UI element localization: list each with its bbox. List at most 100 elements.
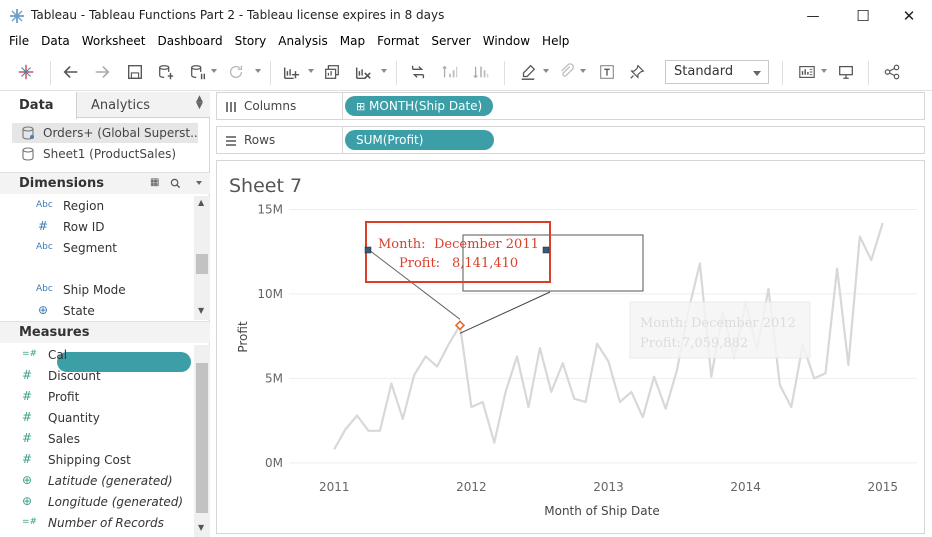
clear-sheet-icon[interactable] — [353, 62, 373, 82]
show-me-dropdown[interactable] — [821, 69, 827, 73]
data-point[interactable] — [514, 353, 520, 359]
measure-field[interactable]: # Profit — [0, 387, 194, 408]
refresh-icon[interactable] — [226, 62, 246, 82]
fit-select[interactable]: Standard — [665, 60, 769, 84]
labels-icon[interactable] — [597, 62, 617, 82]
columns-shelf[interactable]: Columns ⊞ MONTH(Ship Date) — [216, 92, 925, 120]
dimension-field[interactable]: Abc Region — [0, 196, 194, 217]
measure-field[interactable]: # Sales — [0, 429, 194, 450]
menu-format[interactable]: Format — [377, 34, 420, 48]
menu-story[interactable]: Story — [234, 34, 267, 48]
menu-help[interactable]: Help — [542, 34, 570, 48]
data-point[interactable] — [480, 399, 486, 405]
data-point[interactable] — [503, 389, 509, 395]
data-point[interactable] — [880, 220, 886, 226]
scroll-up-icon[interactable]: ▲ — [198, 198, 205, 207]
fix-axes-icon[interactable] — [627, 62, 647, 82]
data-point[interactable] — [491, 440, 497, 446]
presentation-icon[interactable] — [836, 62, 856, 82]
data-point[interactable] — [834, 266, 840, 272]
data-point[interactable] — [788, 404, 794, 410]
data-point[interactable] — [366, 428, 372, 434]
data-point[interactable] — [617, 399, 623, 405]
data-source-item[interactable]: Sheet1 (ProductSales) — [12, 144, 198, 164]
menu-data[interactable]: Data — [41, 34, 70, 48]
measure-field[interactable]: # Quantity — [0, 408, 194, 429]
data-point[interactable] — [857, 233, 863, 239]
data-point[interactable] — [674, 367, 680, 373]
new-data-source-icon[interactable] — [156, 62, 176, 82]
pause-updates-icon[interactable] — [188, 62, 208, 82]
annotation-resize-handle[interactable] — [364, 246, 372, 254]
highlighted-data-point[interactable] — [454, 320, 466, 331]
annotation-resize-handle[interactable] — [542, 246, 550, 254]
data-point[interactable] — [434, 364, 440, 370]
search-icon[interactable] — [170, 178, 181, 189]
maximize-button[interactable]: ☐ — [840, 4, 886, 28]
tableau-logo-icon[interactable] — [16, 62, 36, 82]
scroll-down-icon[interactable]: ▼ — [198, 306, 205, 315]
data-point[interactable] — [845, 362, 851, 368]
menu-file[interactable]: File — [9, 34, 30, 48]
data-point[interactable] — [526, 404, 532, 410]
data-point[interactable] — [605, 358, 611, 364]
data-point[interactable] — [537, 345, 543, 351]
data-point[interactable] — [697, 261, 703, 267]
data-point[interactable] — [560, 360, 566, 366]
sort-descending-icon[interactable] — [471, 62, 491, 82]
highlight-icon[interactable] — [518, 62, 538, 82]
rows-shelf[interactable]: Rows SUM(Profit) — [216, 126, 925, 154]
menu-window[interactable]: Window — [482, 34, 531, 48]
data-point[interactable] — [571, 396, 577, 402]
measure-field[interactable]: # Shipping Cost — [0, 450, 194, 471]
data-point[interactable] — [777, 382, 783, 388]
measures-scrollbar[interactable]: ▼ — [194, 345, 210, 537]
save-icon[interactable] — [125, 62, 145, 82]
data-point[interactable] — [823, 370, 829, 376]
scroll-down-icon[interactable]: ▼ — [198, 523, 205, 532]
worksheet-view[interactable]: Sheet 7 0M 5M 10M 15M 2011 2012 2013 2014 2015 Mo… — [216, 160, 925, 534]
data-point[interactable] — [811, 375, 817, 381]
duplicate-sheet-icon[interactable] — [322, 62, 342, 82]
measure-field[interactable]: =# Number of Records — [0, 513, 194, 534]
pause-updates-dropdown[interactable] — [211, 69, 217, 73]
data-point[interactable] — [343, 426, 349, 432]
dimension-field[interactable]: # Row ID — [0, 217, 194, 238]
data-point[interactable] — [594, 341, 600, 347]
tab-data[interactable]: Data — [0, 92, 77, 119]
profit-line-chart[interactable]: 0M 5M 10M 15M 2011 2012 2013 2014 2015 Month of S… — [217, 161, 925, 534]
grid-view-icon[interactable]: ▦ — [150, 177, 160, 188]
month-ship-date-pill[interactable]: ⊞ MONTH(Ship Date) — [345, 96, 493, 116]
group-icon[interactable] — [557, 62, 577, 82]
data-point[interactable] — [468, 404, 474, 410]
dimensions-menu-icon[interactable] — [196, 181, 202, 185]
minimize-button[interactable]: — — [790, 4, 836, 28]
highlight-dropdown[interactable] — [543, 69, 549, 73]
data-point[interactable] — [663, 406, 669, 412]
clear-sheet-dropdown[interactable] — [381, 69, 387, 73]
measure-field[interactable]: ⊕ Latitude (generated) — [0, 471, 194, 492]
dimensions-scroll-thumb[interactable] — [196, 254, 208, 274]
dimension-field[interactable]: ⊕ State — [0, 301, 194, 322]
dimension-field[interactable]: ▤ Ship Date — [0, 259, 194, 280]
menu-server[interactable]: Server — [431, 34, 471, 48]
dimension-field[interactable]: Abc Ship Mode — [0, 280, 194, 301]
data-point[interactable] — [583, 399, 589, 405]
profit-series-line[interactable] — [333, 222, 884, 450]
measure-field[interactable]: =# Cal — [0, 345, 194, 366]
undo-icon[interactable] — [61, 62, 81, 82]
sum-profit-pill[interactable]: SUM(Profit) — [345, 130, 494, 150]
new-worksheet-dropdown[interactable] — [308, 69, 314, 73]
data-point[interactable] — [628, 389, 634, 395]
menu-worksheet[interactable]: Worksheet — [81, 34, 146, 48]
dimension-field[interactable]: Abc Segment — [0, 238, 194, 259]
menu-dashboard[interactable]: Dashboard — [157, 34, 223, 48]
menu-analysis[interactable]: Analysis — [278, 34, 328, 48]
redo-icon[interactable] — [92, 62, 112, 82]
data-point[interactable] — [354, 413, 360, 419]
tab-analytics[interactable]: Analytics — [91, 98, 151, 113]
data-point[interactable] — [377, 428, 383, 434]
menu-map[interactable]: Map — [339, 34, 366, 48]
data-point[interactable] — [548, 389, 554, 395]
group-dropdown[interactable] — [580, 69, 586, 73]
